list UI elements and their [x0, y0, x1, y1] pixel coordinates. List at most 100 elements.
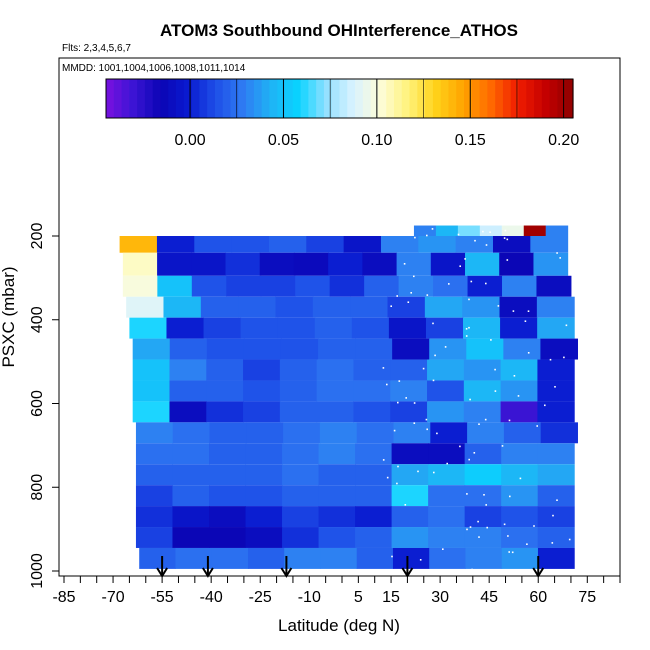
heatmap-cell [501, 506, 539, 528]
speckle [568, 538, 571, 541]
heatmap-cell [320, 547, 358, 569]
heatmap-cell [318, 338, 356, 360]
heatmap-cell [191, 275, 227, 297]
speckle [503, 237, 506, 239]
heatmap-cell [499, 296, 538, 318]
x-tick-label: -40 [200, 589, 223, 606]
heatmap-cell [537, 464, 575, 486]
heatmap-cell [172, 527, 210, 548]
heatmap-cell [355, 527, 393, 548]
heatmap-cell [467, 275, 503, 297]
heatmap-cell [492, 236, 531, 253]
colorbar-segment [518, 79, 527, 118]
heatmap-cell [500, 380, 538, 402]
colorbar-segment [386, 79, 395, 118]
speckle [457, 233, 460, 236]
colorbar-segment [495, 79, 504, 118]
heatmap-cell [156, 236, 195, 253]
heatmap-cell [455, 236, 494, 253]
colorbar-segment [464, 79, 473, 118]
heatmap-cell [503, 422, 542, 444]
speckle [432, 379, 435, 382]
y-tick-label: 600 [29, 390, 46, 417]
heatmap-cell [194, 236, 233, 253]
speckle [503, 523, 506, 526]
heatmap-cell [245, 527, 283, 548]
heatmap-cell [540, 338, 578, 360]
colorbar-segment [479, 79, 488, 118]
speckle [485, 244, 488, 246]
x-tick-label: 15 [382, 589, 400, 606]
heatmap-cell [398, 275, 434, 297]
speckle [563, 356, 565, 359]
speckle [386, 476, 389, 479]
heatmap-cell [238, 296, 276, 318]
heatmap-cell [501, 547, 539, 569]
heatmap-cell [537, 485, 575, 507]
heatmap-cell [390, 380, 428, 402]
colorbar-segment [557, 79, 566, 118]
speckle [486, 526, 488, 529]
heatmap-cell [530, 236, 569, 253]
heatmap-cell [209, 443, 247, 465]
heatmap-cell [319, 422, 358, 444]
colorbar-segment [176, 79, 185, 118]
heatmap-cell [424, 296, 463, 318]
colorbar-segment [285, 79, 294, 118]
speckle [497, 305, 500, 307]
speckle [414, 236, 416, 239]
heatmap-cell [537, 547, 575, 569]
heatmap-cell [427, 401, 465, 423]
heatmap-cell [380, 236, 419, 253]
dates-label: MMDD: 1001,1004,1006,1008,1011,1014 [62, 63, 246, 74]
heatmap-cell [211, 547, 249, 569]
speckle [417, 470, 419, 473]
heatmap-cell [355, 443, 393, 465]
y-tick-label: 1000 [29, 553, 46, 589]
speckle [509, 495, 511, 498]
speckle [504, 229, 507, 232]
speckle [426, 428, 428, 431]
heatmap-cell [537, 401, 575, 423]
speckle [527, 310, 530, 312]
colorbar-segment [121, 79, 130, 118]
heatmap-cell [126, 296, 164, 318]
heatmap-cell [282, 506, 320, 528]
colorbar-ticks: 0.00 0.05 0.10 0.15 0.20 [174, 79, 579, 149]
colorbar-tick-label: 0.10 [361, 132, 392, 149]
speckle [489, 231, 491, 233]
heatmap-cell [328, 252, 363, 276]
heatmap-cell [169, 380, 207, 402]
heatmap-cell [132, 338, 171, 360]
x-axis: -85 -70 -55 -40 -25 -10 5 15 30 45 60 75 [52, 576, 621, 606]
heatmap-cell [356, 547, 394, 569]
speckle [386, 383, 388, 386]
speckle [413, 402, 416, 404]
colorbar-segment [549, 79, 559, 118]
heatmap-cell [245, 506, 283, 528]
heatmap-cell [353, 401, 391, 423]
heatmap-cell [279, 359, 318, 381]
heatmap-cell [500, 401, 538, 423]
heatmap-cell [279, 401, 318, 423]
speckle [459, 265, 461, 267]
heatmap-cell [295, 275, 331, 297]
heatmap-cell [206, 380, 244, 402]
heatmap-cell [169, 401, 207, 423]
speckle [465, 335, 468, 337]
x-tick-label: -25 [249, 589, 272, 606]
heatmap-cell [388, 317, 427, 339]
heatmap-cell [387, 296, 426, 318]
heatmap-cell [355, 506, 393, 528]
heatmap-cell [318, 485, 356, 507]
speckle [477, 520, 479, 523]
colorbar-segment [440, 79, 450, 118]
speckle [426, 294, 429, 296]
x-tick-label: -10 [298, 589, 321, 606]
speckle [468, 458, 470, 461]
heatmap-cell [418, 236, 457, 253]
speckle [390, 305, 392, 307]
heatmap-cell [428, 506, 466, 528]
heatmap-cell [501, 527, 539, 548]
heatmap-cell [166, 317, 205, 339]
